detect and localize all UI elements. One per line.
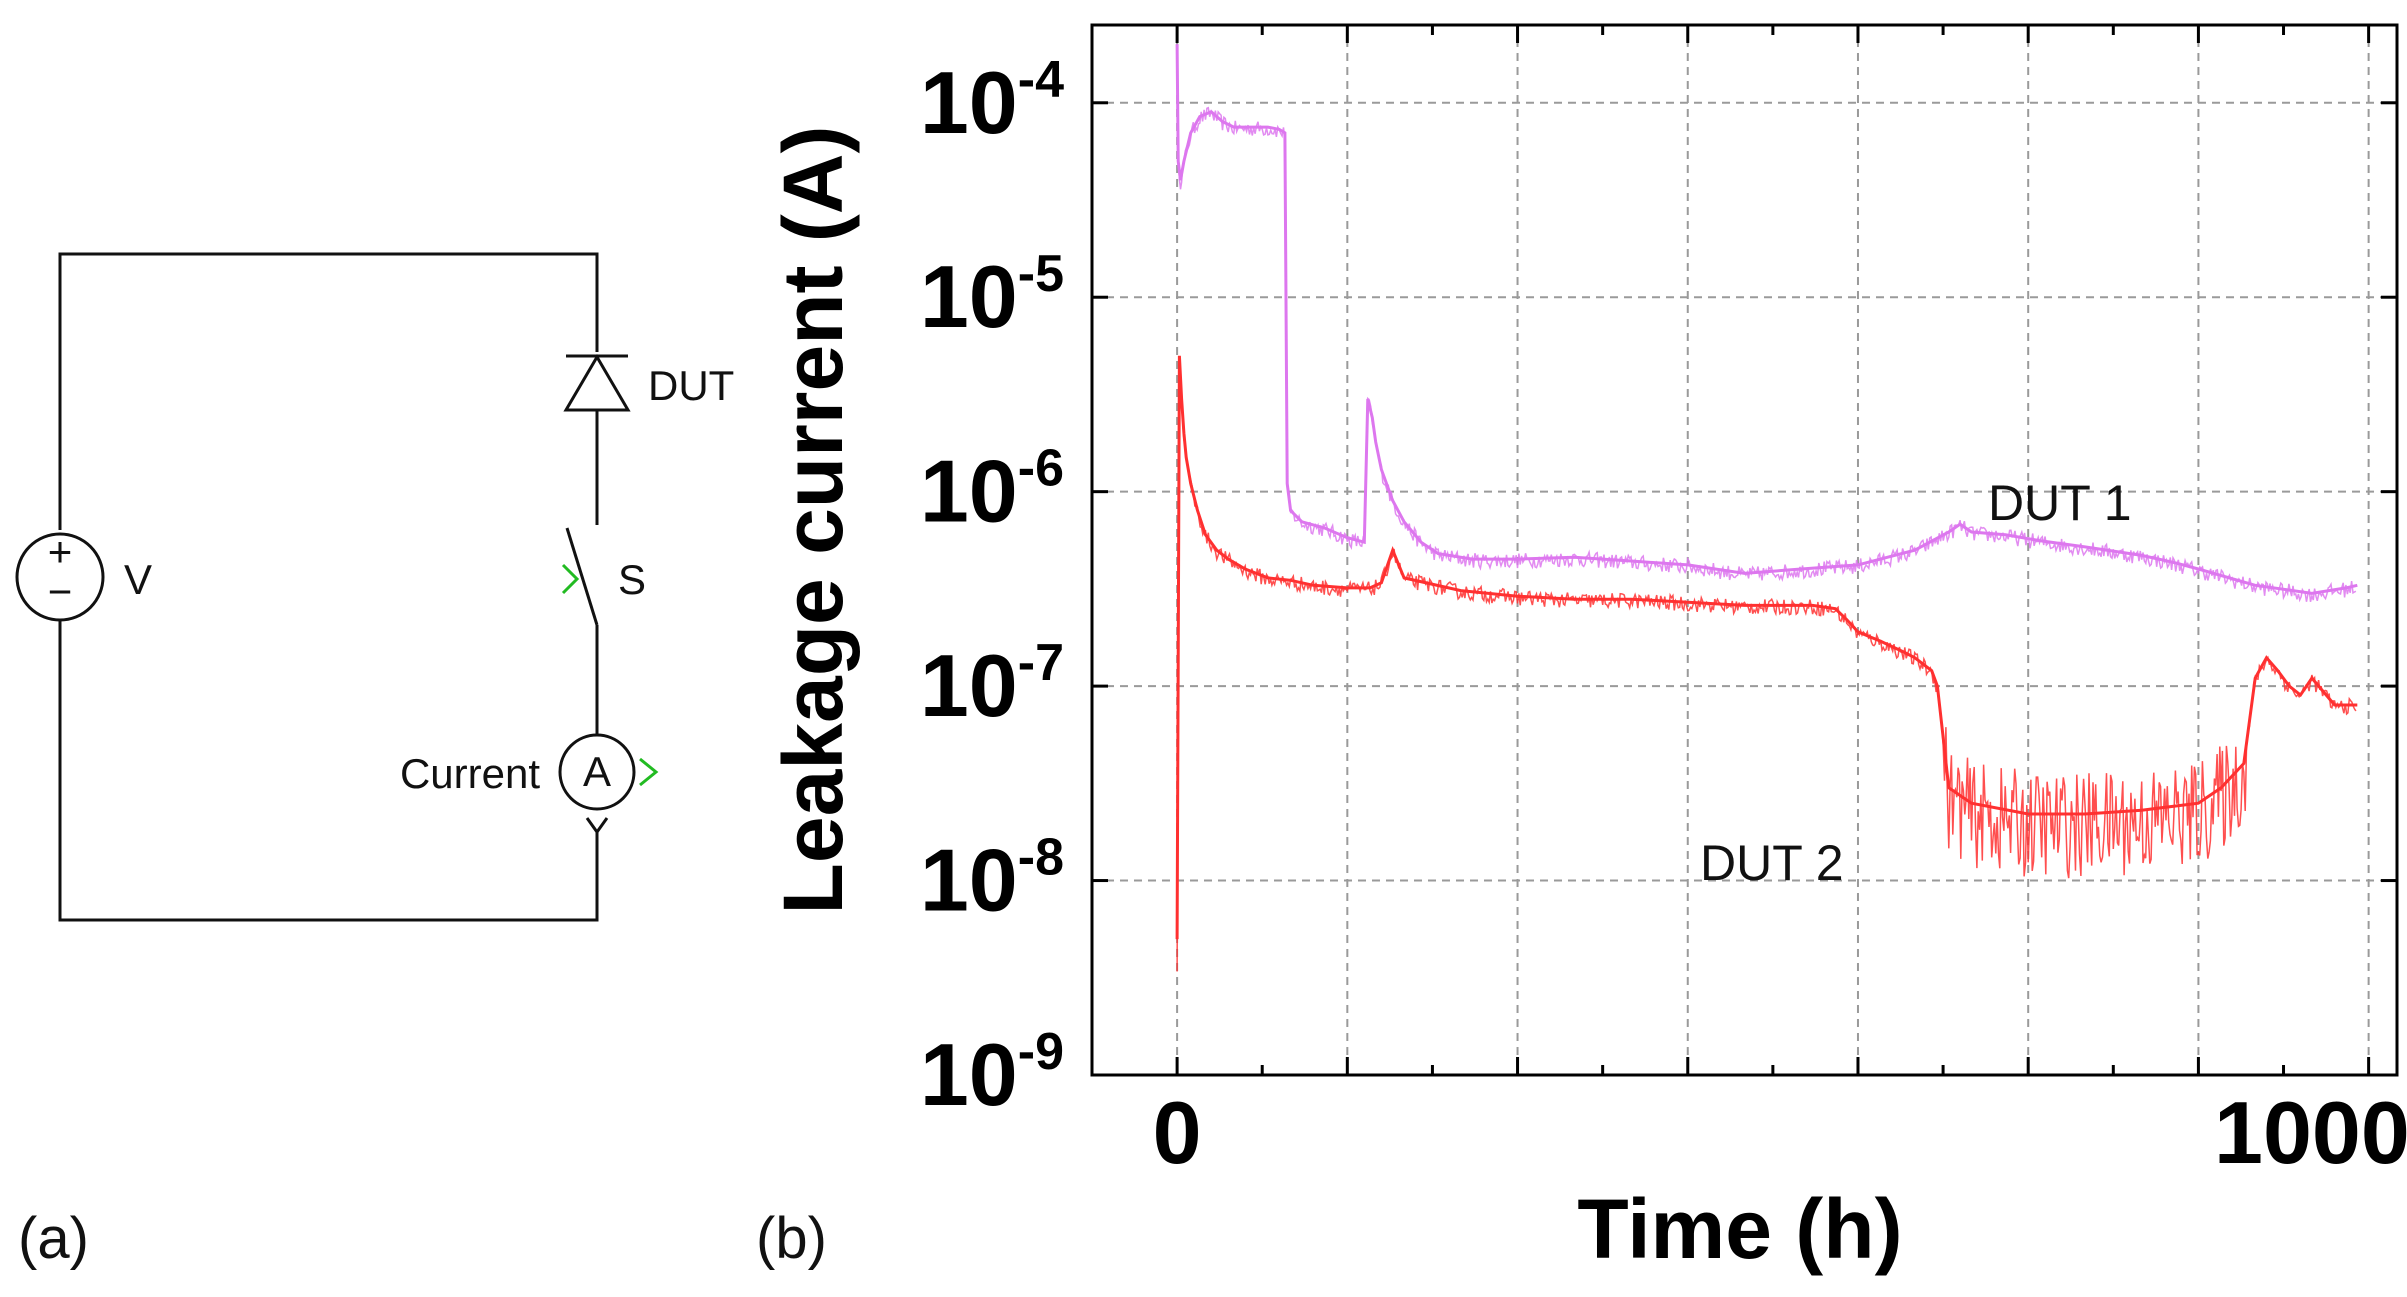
dut-label: DUT: [648, 362, 734, 409]
y-tick-label: 10-8: [920, 829, 1064, 930]
series-label-dut2: DUT 2: [1700, 835, 1844, 891]
y-tick-labels: 10-4 10-5 10-6 10-7 10-8 10-9: [920, 51, 1064, 1124]
series-noise: [1176, 358, 2357, 972]
source-minus: −: [48, 568, 73, 615]
source-label: V: [124, 556, 152, 603]
panel-b-label: (b): [756, 1206, 827, 1271]
y-tick-label: 10-6: [920, 440, 1064, 541]
leakage-current-chart: 10-4 10-5 10-6 10-7 10-8 10-9 0 1000 Leakage c…: [766, 23, 2407, 1276]
meter-label: Current: [400, 750, 540, 797]
switch-label: S: [618, 556, 646, 603]
wire-left-bottom: [58, 620, 599, 922]
series-label-dut1: DUT 1: [1988, 475, 2132, 531]
y-tick-label: 10-7: [920, 634, 1064, 735]
source-plus: +: [48, 528, 73, 575]
x-tick-labels: 0 1000: [1153, 1083, 2407, 1182]
minor-ticks: [1092, 25, 2397, 1077]
series-dut-1: [1175, 44, 2358, 603]
y-axis-title: Leakage current (A): [766, 126, 860, 915]
panel-a-label: (a): [18, 1206, 89, 1271]
switch-icon: [565, 527, 599, 626]
grid-lines: [1092, 25, 2397, 1075]
y-tick-label: 10-4: [920, 51, 1064, 152]
current-arrow-icon: [585, 817, 609, 835]
ammeter-marker-icon: [639, 757, 659, 787]
ammeter-symbol: A: [583, 748, 611, 795]
series-lines: [1175, 44, 2358, 972]
plot-frame: [1090, 23, 2399, 1077]
switch-marker-icon: [561, 563, 580, 595]
series-dut-2: [1175, 355, 2358, 972]
series-noise: [1176, 52, 2357, 603]
circuit-schematic: + − V DUT S A Current: [15, 252, 734, 922]
x-tick-label: 1000: [2214, 1083, 2407, 1182]
wire-left-top: [58, 252, 599, 530]
x-tick-label: 0: [1153, 1083, 1202, 1182]
ammeter-icon: [558, 733, 636, 811]
y-tick-label: 10-9: [920, 1023, 1064, 1124]
voltage-source-icon: [15, 532, 105, 622]
y-tick-label: 10-5: [920, 245, 1064, 346]
x-axis-title: Time (h): [1577, 1182, 1902, 1276]
